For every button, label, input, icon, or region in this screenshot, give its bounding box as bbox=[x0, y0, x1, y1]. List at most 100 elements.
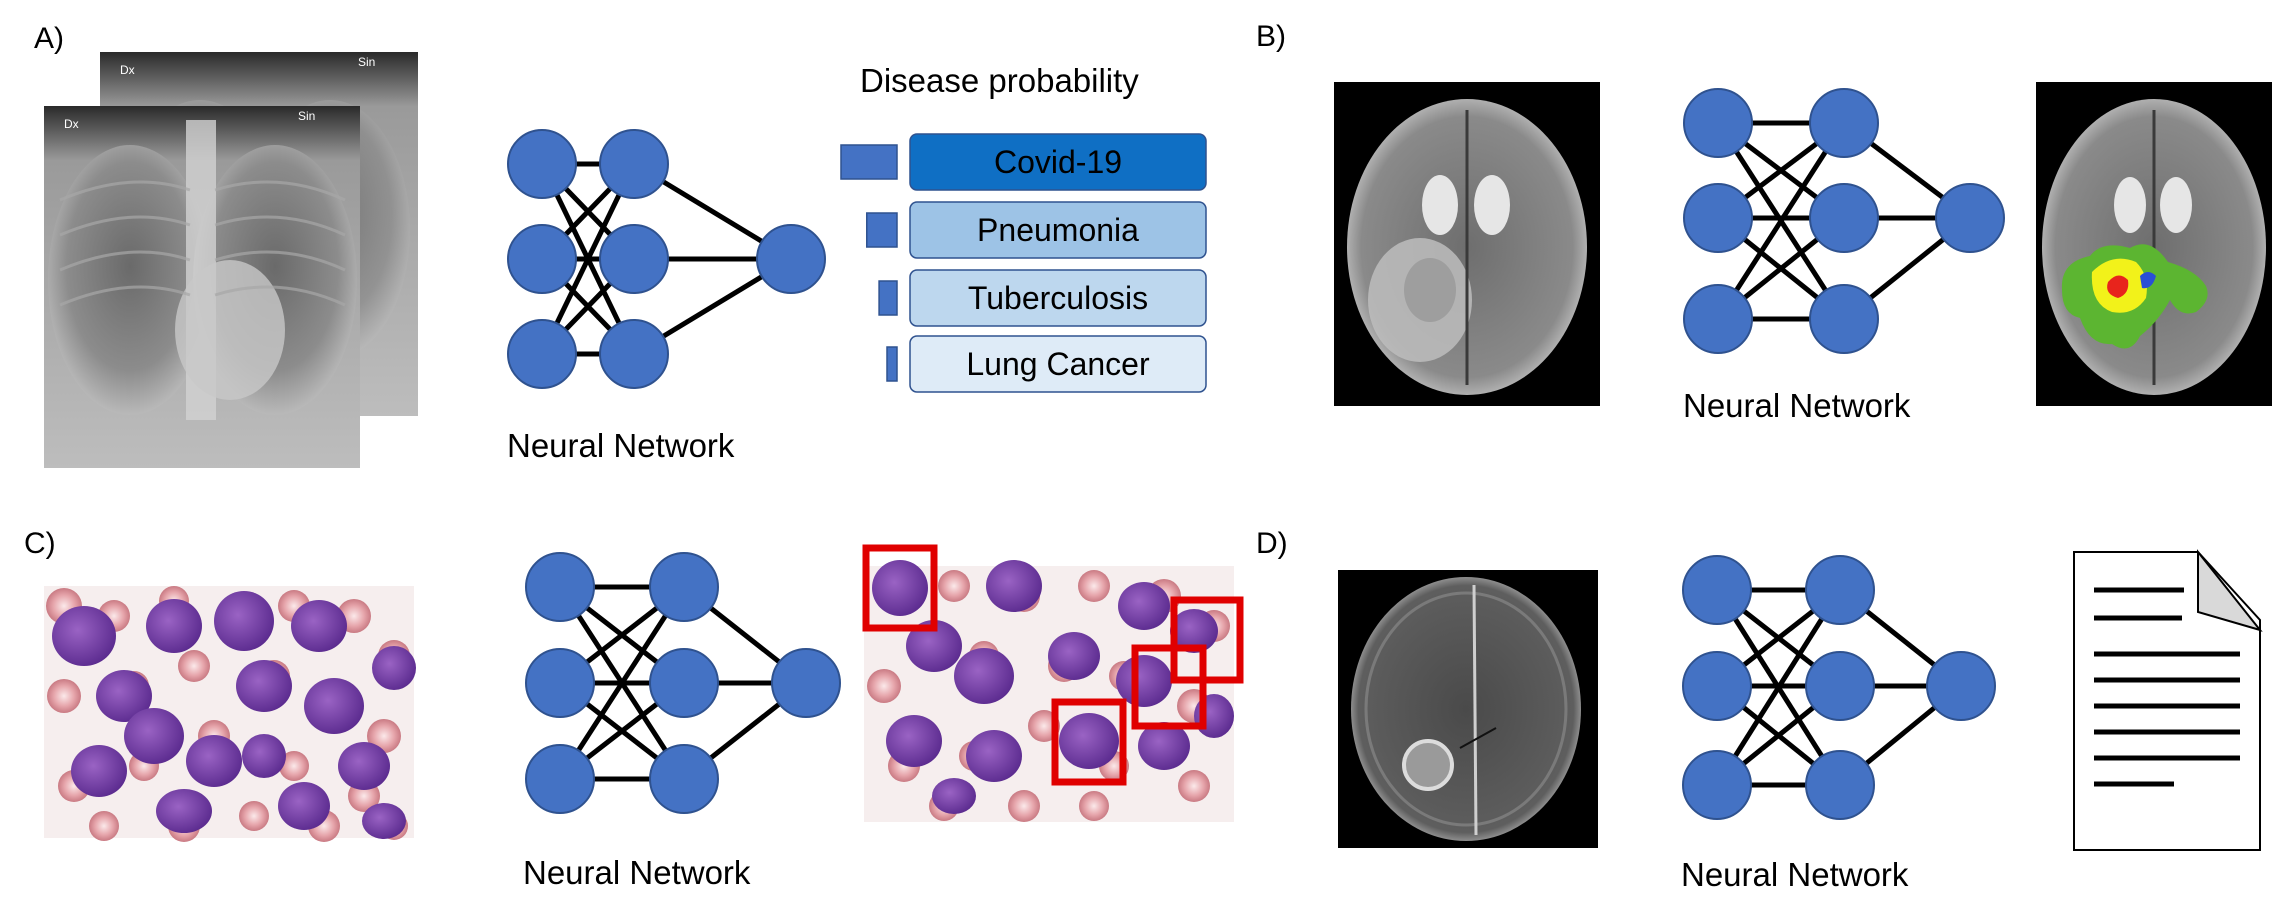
blast-cell bbox=[214, 591, 274, 651]
blast-cell bbox=[906, 620, 962, 672]
disease-box bbox=[909, 133, 1207, 191]
detection-box bbox=[1131, 644, 1207, 730]
panel-d: D) Neural Network bbox=[1256, 527, 2263, 893]
brain-mri-t1-input bbox=[1338, 570, 1598, 848]
blast-cell bbox=[932, 778, 976, 814]
blast-cell bbox=[1138, 722, 1190, 770]
input-node bbox=[1683, 183, 1753, 253]
output-node bbox=[1926, 651, 1996, 721]
blast-cell bbox=[236, 660, 292, 712]
hidden-node bbox=[1809, 284, 1879, 354]
blast-cell bbox=[186, 735, 242, 787]
input-node bbox=[1682, 750, 1752, 820]
blast-cell bbox=[1048, 632, 1100, 680]
chest-xray-front: Dx Sin bbox=[44, 106, 360, 468]
hidden-node bbox=[1809, 183, 1879, 253]
input-node bbox=[525, 648, 595, 718]
lesion bbox=[1402, 739, 1454, 791]
network-label-a: Neural Network bbox=[507, 427, 735, 464]
blast-cell bbox=[362, 803, 406, 839]
input-node bbox=[525, 552, 595, 622]
hidden-node bbox=[1809, 88, 1879, 158]
blast-cells bbox=[52, 591, 416, 839]
network-label-d: Neural Network bbox=[1681, 856, 1909, 893]
hidden-node bbox=[1805, 555, 1875, 625]
hidden-node bbox=[599, 319, 669, 389]
input-node bbox=[1683, 88, 1753, 158]
probability-bar bbox=[878, 280, 898, 316]
input-node bbox=[507, 129, 577, 199]
blast-cell bbox=[242, 734, 286, 778]
blast-cell bbox=[1059, 713, 1119, 769]
input-node bbox=[1682, 651, 1752, 721]
disease-box bbox=[909, 269, 1207, 327]
svg-text:Sin: Sin bbox=[298, 109, 315, 123]
disease-name: Covid-19 bbox=[994, 144, 1122, 180]
input-node bbox=[507, 319, 577, 389]
blast-cell bbox=[96, 670, 152, 722]
detection-box bbox=[1170, 596, 1244, 684]
panel-c-label: C) bbox=[24, 527, 56, 560]
network-label-b: Neural Network bbox=[1683, 387, 1911, 424]
disease-box bbox=[909, 335, 1207, 393]
blast-cell bbox=[872, 560, 928, 616]
hidden-node bbox=[649, 552, 719, 622]
hidden-node bbox=[599, 224, 669, 294]
input-node bbox=[1683, 284, 1753, 354]
blast-cell bbox=[52, 606, 116, 666]
network-label-c: Neural Network bbox=[523, 854, 751, 891]
probability-bar bbox=[840, 144, 898, 180]
brain-segmentation-output bbox=[2036, 82, 2272, 406]
blast-cell bbox=[156, 789, 212, 833]
hidden-node bbox=[599, 129, 669, 199]
blast-cell bbox=[278, 782, 330, 830]
output-node bbox=[756, 224, 826, 294]
blast-cell bbox=[966, 730, 1022, 782]
input-node bbox=[1682, 555, 1752, 625]
neural-network-d bbox=[1682, 555, 1996, 820]
disease-box bbox=[909, 201, 1207, 259]
blast-cell bbox=[291, 600, 347, 652]
detection-box bbox=[1051, 698, 1127, 786]
neural-network-c bbox=[525, 552, 841, 814]
detection-box bbox=[862, 544, 938, 632]
panel-a-label: A) bbox=[34, 22, 64, 55]
input-node bbox=[507, 224, 577, 294]
panel-c: C) Neural Network bbox=[24, 527, 1244, 891]
blast-cell bbox=[954, 648, 1014, 704]
detection-boxes bbox=[862, 544, 1244, 786]
probability-bar bbox=[866, 212, 898, 248]
blast-cell bbox=[372, 646, 416, 690]
input-node bbox=[525, 744, 595, 814]
blood-smear-input bbox=[44, 586, 416, 842]
hidden-node bbox=[649, 648, 719, 718]
panel-b: B) Neural Network bbox=[1256, 20, 2272, 424]
neural-network-b bbox=[1683, 88, 2005, 354]
disease-probability-list: Covid-19 Pneumonia Tuberculosis Lung Cancer bbox=[840, 133, 1207, 393]
segmentation-necrosis bbox=[2107, 275, 2129, 298]
lesion-arrow bbox=[1459, 727, 1497, 749]
blast-cell bbox=[1170, 609, 1218, 653]
blast-cell bbox=[146, 599, 202, 653]
probability-bar bbox=[886, 346, 898, 382]
blast-cell bbox=[886, 715, 942, 767]
output-node bbox=[1935, 183, 2005, 253]
blast-cell bbox=[1118, 582, 1170, 630]
blast-cell bbox=[71, 745, 127, 797]
hidden-node bbox=[1805, 651, 1875, 721]
hidden-node bbox=[649, 744, 719, 814]
disease-name: Pneumonia bbox=[977, 212, 1139, 248]
blast-cell bbox=[338, 742, 390, 790]
blast-cell bbox=[1116, 655, 1172, 707]
disease-name: Lung Cancer bbox=[966, 346, 1150, 382]
report-document-icon bbox=[2073, 549, 2263, 851]
hidden-node bbox=[1805, 750, 1875, 820]
panel-b-label: B) bbox=[1256, 20, 1286, 53]
panel-a: A) Dx Sin Dx Sin Neural Netwo bbox=[34, 22, 1207, 468]
blast-cell bbox=[986, 560, 1042, 612]
brain-mri-input bbox=[1334, 82, 1600, 406]
panel-d-label: D) bbox=[1256, 527, 1288, 560]
blast-cell bbox=[124, 708, 184, 764]
blast-cell bbox=[304, 678, 364, 734]
